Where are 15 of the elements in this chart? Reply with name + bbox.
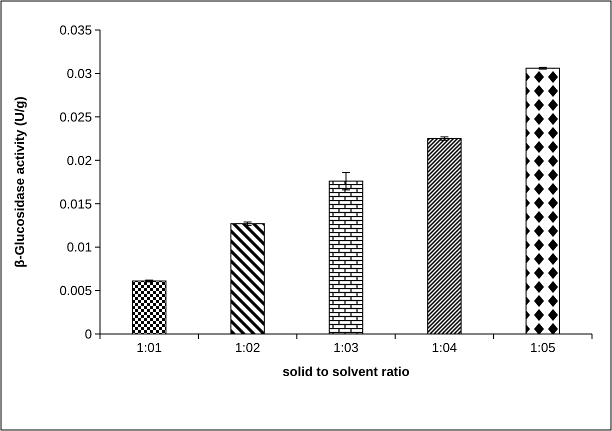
y-tick-label: 0.015 — [59, 196, 92, 212]
y-tick-label: 0.025 — [59, 109, 92, 124]
x-tick-label: 1:04 — [432, 340, 458, 355]
x-tick-label: 1:02 — [234, 340, 260, 355]
y-tick-label: 0.005 — [59, 283, 92, 298]
y-tick-label: 0.03 — [66, 66, 92, 81]
y-tick-label: 0.035 — [59, 22, 92, 38]
y-tick-label: 0 — [84, 326, 92, 342]
x-axis-title: solid to solvent ratio — [282, 364, 410, 379]
y-tick-label: 0.02 — [66, 152, 92, 168]
x-tick-label: 1:01 — [136, 340, 162, 355]
y-axis-title: β-Glucosidase activity (U/g) — [12, 96, 27, 268]
x-tick-label: 1:03 — [333, 340, 359, 355]
y-tick-label: 0.01 — [66, 240, 92, 255]
x-tick-label: 1:05 — [530, 340, 556, 355]
